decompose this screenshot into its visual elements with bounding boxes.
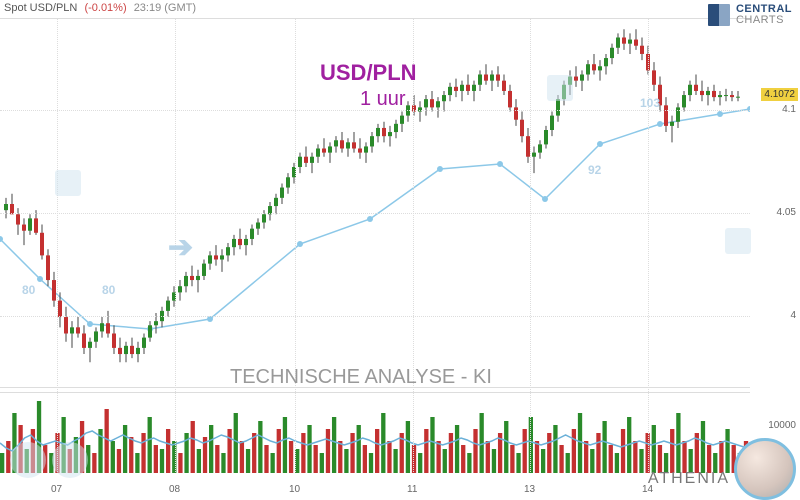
brand-icon: [708, 4, 730, 26]
x-axis: 070810111314: [0, 484, 750, 498]
change-label: (-0.01%): [84, 2, 126, 14]
volume-chart[interactable]: [0, 392, 750, 472]
watermark-icon: [55, 170, 81, 196]
volume-y-tick: 10000: [768, 420, 796, 431]
pair-label: Spot USD/PLN: [4, 2, 77, 14]
brand-text: CENTRALCHARTS: [736, 4, 792, 26]
tech-analysis-label: TECHNISCHE ANALYSE - KI: [230, 366, 492, 389]
watermark-arrow-icon: [52, 442, 88, 478]
watermark-icon: [725, 228, 751, 254]
chart-subtitle: 1 uur: [360, 88, 406, 111]
y-axis: 44.054.14.1072: [752, 18, 800, 388]
watermark-arrow-icon: ➔: [168, 230, 193, 265]
brand-logo[interactable]: CENTRALCHARTS: [708, 4, 792, 26]
watermark-arrow-icon: [10, 442, 46, 478]
chart-title: USD/PLN: [320, 60, 417, 86]
chart-header: Spot USD/PLN (-0.01%) 23:19 (GMT): [4, 2, 200, 14]
watermark-icon: [547, 75, 573, 101]
time-label: 23:19 (GMT): [134, 2, 196, 14]
athenia-label: ATHENIA: [648, 470, 730, 488]
athenia-avatar-icon[interactable]: [734, 438, 796, 500]
